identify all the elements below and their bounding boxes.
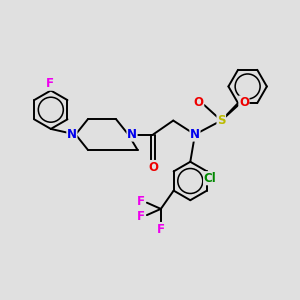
- Text: O: O: [194, 96, 204, 109]
- Text: N: N: [190, 128, 200, 141]
- Text: Cl: Cl: [204, 172, 216, 185]
- Text: S: S: [217, 114, 226, 127]
- Text: F: F: [137, 195, 145, 208]
- Text: F: F: [137, 210, 145, 223]
- Text: O: O: [148, 160, 158, 173]
- Text: N: N: [67, 128, 77, 141]
- Text: N: N: [127, 128, 137, 141]
- Text: O: O: [239, 96, 249, 109]
- Text: F: F: [46, 77, 54, 90]
- Text: F: F: [157, 223, 165, 236]
